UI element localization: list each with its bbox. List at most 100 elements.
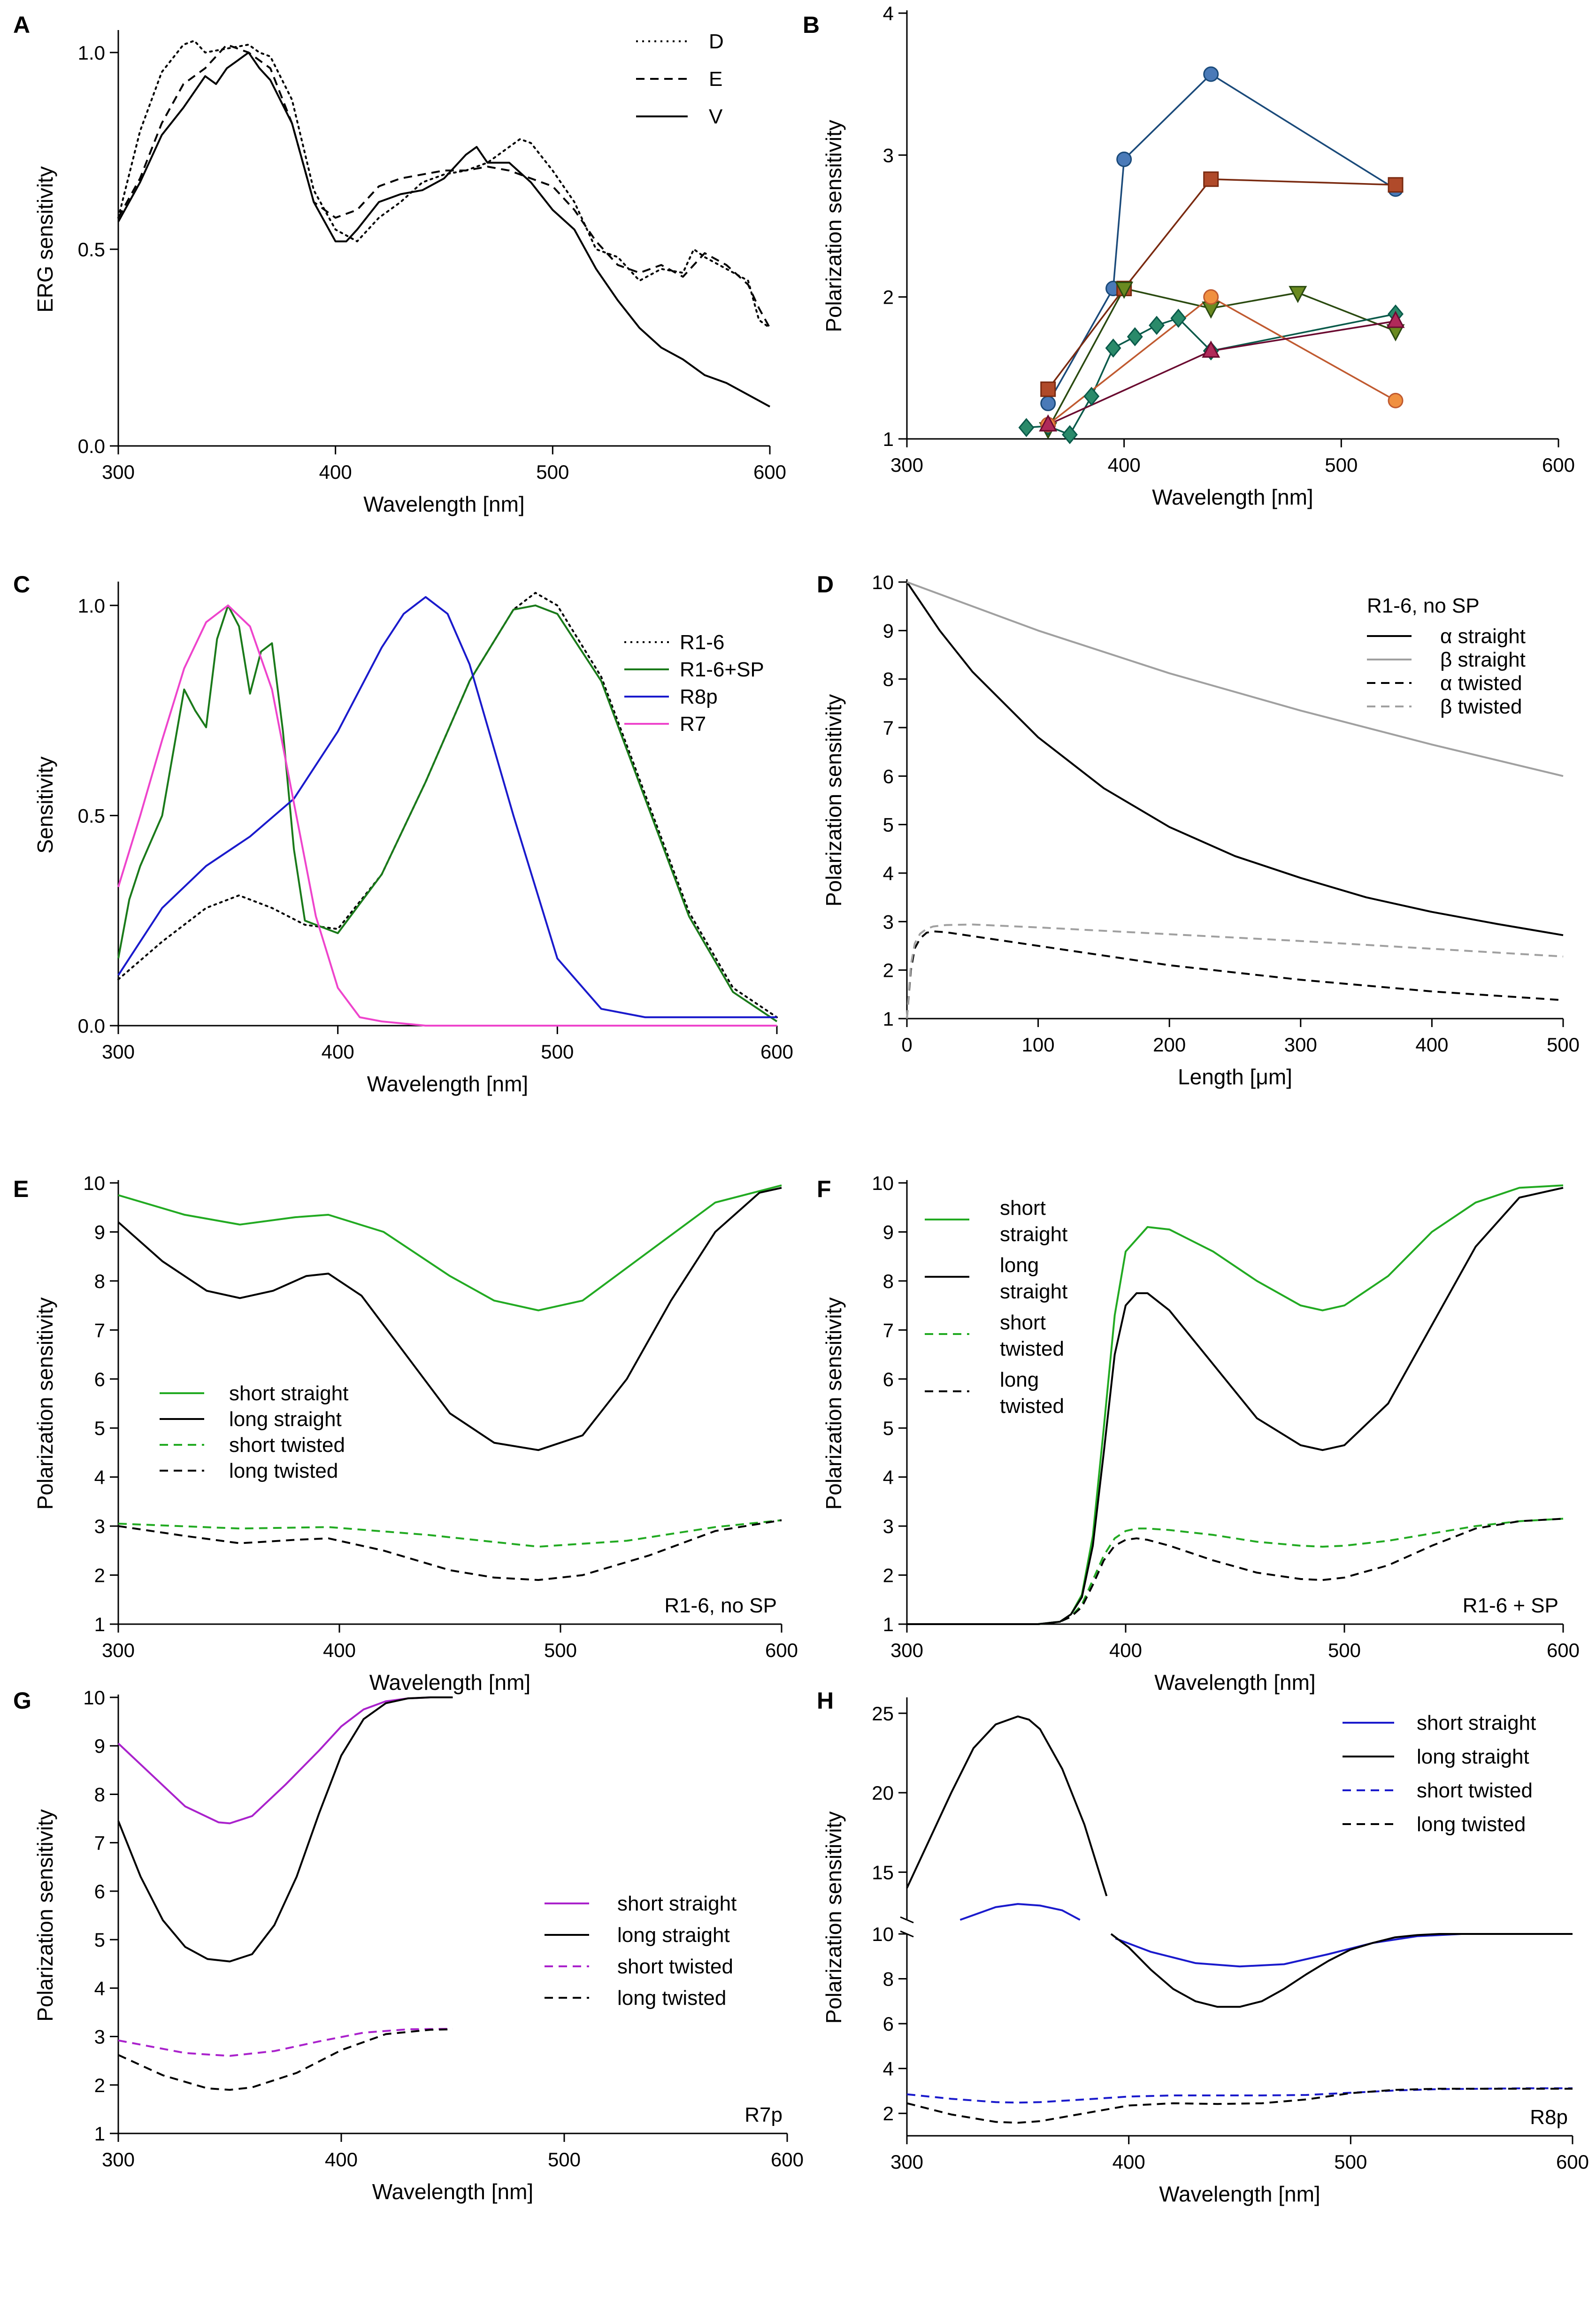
y-tick-label: 5 [94, 1929, 105, 1951]
y-tick-label: 8 [883, 668, 894, 690]
data-point [1170, 308, 1187, 328]
x-tick-label: 600 [1547, 1639, 1580, 1661]
y-tick-label: 1.0 [78, 42, 105, 64]
chart-panel-f: F 1 2 3 4 5 6 7 8 9 10 300 400 500 600 Wavelength [nm] P… [817, 1172, 1580, 1695]
y-tick-label: 3 [883, 144, 894, 166]
x-tick-label: 500 [548, 2148, 581, 2171]
legend-label: long straight [229, 1408, 342, 1431]
x-tick-label: 400 [323, 1639, 356, 1661]
y-tick-label: 10 [872, 571, 894, 593]
legend-label: long straight [1000, 1254, 1067, 1303]
legend-label: short twisted [1000, 1311, 1064, 1360]
chart-panel-e: E 1 2 3 4 5 6 7 8 9 10 300 400 500 600 Wavelength [nm] P… [13, 1172, 798, 1695]
legend-label: short twisted [617, 1955, 733, 1978]
y-tick-label: 8 [94, 1270, 105, 1292]
x-tick-label: 500 [1547, 1034, 1580, 1056]
series-line [117, 1187, 782, 1451]
series-line [906, 2087, 1573, 2124]
y-tick-label: 4 [883, 2, 894, 24]
y-tick-label: 10 [83, 1172, 105, 1194]
legend-label: V [709, 105, 723, 128]
data-point [1018, 418, 1035, 437]
legend-label: β straight [1440, 648, 1526, 671]
chart-panel-h: H 15 20 25 2 4 6 8 10 300 400 500 600 Wavelength [nm]… [817, 1688, 1589, 2206]
y-tick-label: 9 [94, 1735, 105, 1757]
x-tick-label: 500 [544, 1639, 577, 1661]
data-point [1083, 386, 1100, 406]
series-line [906, 2087, 1573, 2104]
y-tick-label: 2 [883, 2102, 894, 2125]
axis-break-mark [900, 1916, 914, 1924]
y-tick-label: 2 [94, 1565, 105, 1587]
series-line [118, 1519, 782, 1548]
x-tick-label: 600 [1556, 2151, 1589, 2173]
data-point [1127, 327, 1143, 346]
legend-label: short straight [229, 1382, 348, 1405]
y-tick-label: 1.0 [78, 595, 105, 617]
y-tick-label: 20 [872, 1782, 894, 1804]
series-line [906, 581, 1564, 936]
y-tick-label: 2 [883, 1565, 894, 1587]
y-tick-label: 6 [94, 1368, 105, 1390]
x-tick-label: 400 [1108, 454, 1141, 476]
panel-label: E [13, 1176, 29, 1202]
y-axis-label: Polarization sensitivity [821, 120, 846, 332]
x-tick-label: 600 [765, 1639, 798, 1661]
series-line-upper [906, 1715, 1108, 1896]
panel-label: D [817, 571, 834, 598]
legend-label: α twisted [1440, 672, 1522, 695]
x-tick-label: 300 [890, 2151, 923, 2173]
x-axis-label: Wavelength [nm] [1154, 1670, 1315, 1695]
data-point [1116, 151, 1132, 167]
y-axis-label: Polarization sensitivity [821, 1297, 846, 1510]
x-tick-label: 400 [325, 2148, 358, 2171]
x-tick-label: 100 [1022, 1034, 1055, 1056]
y-tick-label: 1 [94, 2123, 105, 2145]
x-tick-label: 400 [1109, 1639, 1142, 1661]
legend-label: long twisted [617, 1987, 726, 2010]
panel-annotation: R1-6 + SP [1463, 1594, 1558, 1617]
series-line [117, 1696, 453, 1963]
legend-label: short straight [1417, 1711, 1536, 1734]
series-line [118, 1519, 782, 1581]
series-line [1047, 73, 1396, 404]
data-point [1386, 310, 1405, 328]
legend-label: long straight [1417, 1745, 1529, 1768]
y-axis-label: Polarization sensitivity [33, 1297, 57, 1510]
y-tick-label: 2 [883, 959, 894, 982]
series-line [906, 581, 1564, 777]
legend-label: R7 [680, 713, 706, 736]
x-tick-label: 400 [319, 461, 352, 483]
y-tick-label: 1 [883, 428, 894, 450]
panel-annotation: R7p [744, 2103, 783, 2126]
series-line [906, 930, 1564, 1019]
x-axis-label: Wavelength [nm] [367, 1072, 528, 1096]
data-point [1203, 171, 1219, 187]
x-tick-label: 400 [1415, 1034, 1448, 1056]
legend-label: R1-6+SP [680, 658, 764, 681]
data-point [1289, 286, 1307, 303]
panel-annotation: R8p [1530, 2106, 1568, 2129]
x-tick-label: 500 [1334, 2151, 1367, 2173]
panel-annotation: R1-6, no SP [664, 1594, 777, 1617]
y-tick-label: 6 [883, 2013, 894, 2035]
series-line [1047, 178, 1396, 390]
x-tick-label: 300 [102, 2148, 135, 2171]
legend-title: R1-6, no SP [1367, 594, 1480, 617]
x-tick-label: 500 [1328, 1639, 1361, 1661]
x-axis-label: Wavelength [nm] [1159, 2182, 1320, 2206]
legend-label: D [709, 30, 724, 53]
data-point [1062, 425, 1078, 445]
legend-label: short twisted [1417, 1779, 1533, 1802]
series-line [117, 1696, 453, 1825]
x-axis-label: Wavelength [nm] [363, 492, 524, 516]
series-line [117, 596, 777, 1019]
y-axis-label: Polarization sensitivity [821, 1811, 846, 2024]
series-line [907, 1187, 1564, 1625]
y-tick-label: 6 [94, 1880, 105, 1902]
y-tick-label: 6 [883, 1368, 894, 1390]
series-line [906, 923, 1564, 1019]
y-tick-label: 25 [872, 1703, 894, 1725]
y-tick-label: 4 [94, 1466, 105, 1488]
